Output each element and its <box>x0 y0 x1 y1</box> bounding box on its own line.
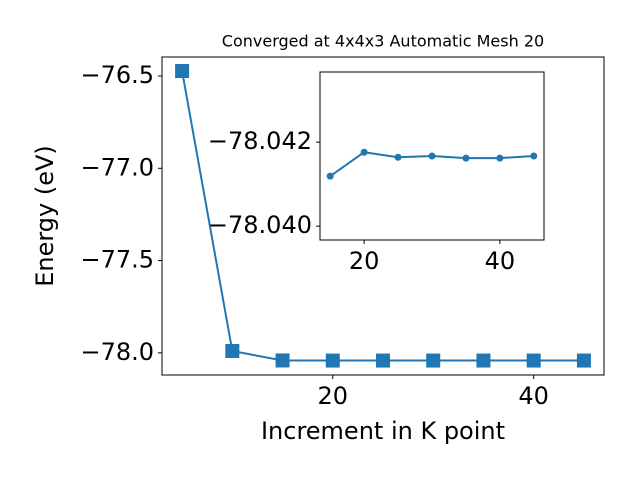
y-tick-label: −78.042 <box>208 127 312 155</box>
marker <box>462 154 470 162</box>
marker <box>360 148 368 156</box>
marker <box>476 353 491 368</box>
marker <box>496 154 504 162</box>
marker <box>426 353 441 368</box>
marker <box>394 153 402 161</box>
marker <box>325 353 340 368</box>
marker <box>576 353 591 368</box>
marker <box>225 344 240 359</box>
x-tick-label: 40 <box>518 382 549 410</box>
marker <box>530 152 538 160</box>
y-tick-label: −77.0 <box>80 153 154 181</box>
y-tick-label: −76.5 <box>80 61 154 89</box>
chart-title: Converged at 4x4x3 Automatic Mesh 20 <box>222 32 544 51</box>
y-tick-label: −78.040 <box>208 211 312 239</box>
marker <box>526 353 541 368</box>
x-tick-label: 20 <box>317 382 348 410</box>
marker <box>376 353 390 368</box>
x-tick-label: 20 <box>349 247 380 275</box>
x-tick-label: 40 <box>485 247 516 275</box>
y-tick-label: −77.5 <box>80 246 154 274</box>
x-axis-label: Increment in K point <box>261 417 505 445</box>
y-tick-label: −78.0 <box>80 338 154 366</box>
marker <box>175 64 190 79</box>
marker <box>428 152 436 160</box>
y-axis-label: Energy (eV) <box>31 145 59 287</box>
marker <box>326 172 334 180</box>
marker <box>275 353 290 368</box>
